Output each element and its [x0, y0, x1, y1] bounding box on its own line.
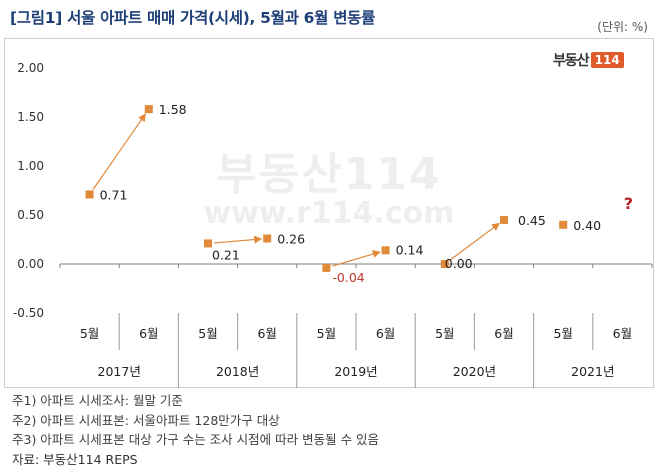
- y-tick-label: 0.50: [17, 208, 44, 222]
- data-label: 0.21: [212, 247, 240, 262]
- data-point: [86, 190, 94, 198]
- data-point: [500, 216, 508, 224]
- month-label: 6월: [257, 326, 276, 341]
- year-label: 2017년: [98, 364, 141, 379]
- month-label: 6월: [376, 326, 395, 341]
- data-label: 1.58: [159, 102, 187, 117]
- data-point: [263, 235, 271, 243]
- unknown-value-label: ?: [624, 194, 633, 213]
- note-3: 주3) 아파트 시세표본 대상 가구 수는 조사 시점에 따라 변동될 수 있음: [12, 430, 379, 450]
- data-point: [204, 239, 212, 247]
- month-label: 6월: [494, 326, 513, 341]
- data-label: 0.40: [573, 218, 601, 233]
- notes: 주1) 아파트 시세조사: 월말 기준 주2) 아파트 시세표본: 서울아파트 …: [12, 391, 379, 469]
- data-point: [322, 264, 330, 272]
- month-label: 6월: [613, 326, 632, 341]
- note-1: 주1) 아파트 시세조사: 월말 기준: [12, 391, 379, 411]
- data-label: 0.00: [445, 256, 473, 271]
- data-point: [382, 246, 390, 254]
- month-label: 5월: [80, 326, 99, 341]
- chart-svg: 2.00 1.50 1.00 0.50 0.00 -0.50 5월 6월 5월 6월 5월 6월 5월 6…: [0, 0, 658, 390]
- year-label: 2021년: [571, 364, 614, 379]
- y-tick-label: 1.00: [17, 159, 44, 173]
- data-label: 0.71: [100, 187, 128, 202]
- trend-arrow: [93, 114, 145, 189]
- source-note: 자료: 부동산114 REPS: [12, 450, 379, 470]
- note-2: 주2) 아파트 시세표본: 서울아파트 128만가구 대상: [12, 411, 379, 431]
- data-label: 0.26: [277, 232, 305, 247]
- month-label: 6월: [139, 326, 158, 341]
- y-tick-label: 1.50: [17, 110, 44, 124]
- data-label: 0.14: [396, 242, 424, 257]
- data-point: [559, 221, 567, 229]
- month-label: 5월: [198, 326, 217, 341]
- y-tick-label: 2.00: [17, 61, 44, 75]
- data-label: 0.45: [518, 213, 546, 228]
- month-label: 5월: [435, 326, 454, 341]
- trend-arrow: [214, 239, 261, 243]
- month-label: 5월: [317, 326, 336, 341]
- data-point: [145, 105, 153, 113]
- y-tick-label: 0.00: [17, 257, 44, 271]
- y-tick-label: -0.50: [13, 306, 44, 320]
- year-label: 2019년: [334, 364, 377, 379]
- trend-arrow: [450, 223, 500, 260]
- year-label: 2018년: [216, 364, 259, 379]
- year-label: 2020년: [453, 364, 496, 379]
- data-label: -0.04: [332, 270, 364, 285]
- month-label: 5월: [553, 326, 572, 341]
